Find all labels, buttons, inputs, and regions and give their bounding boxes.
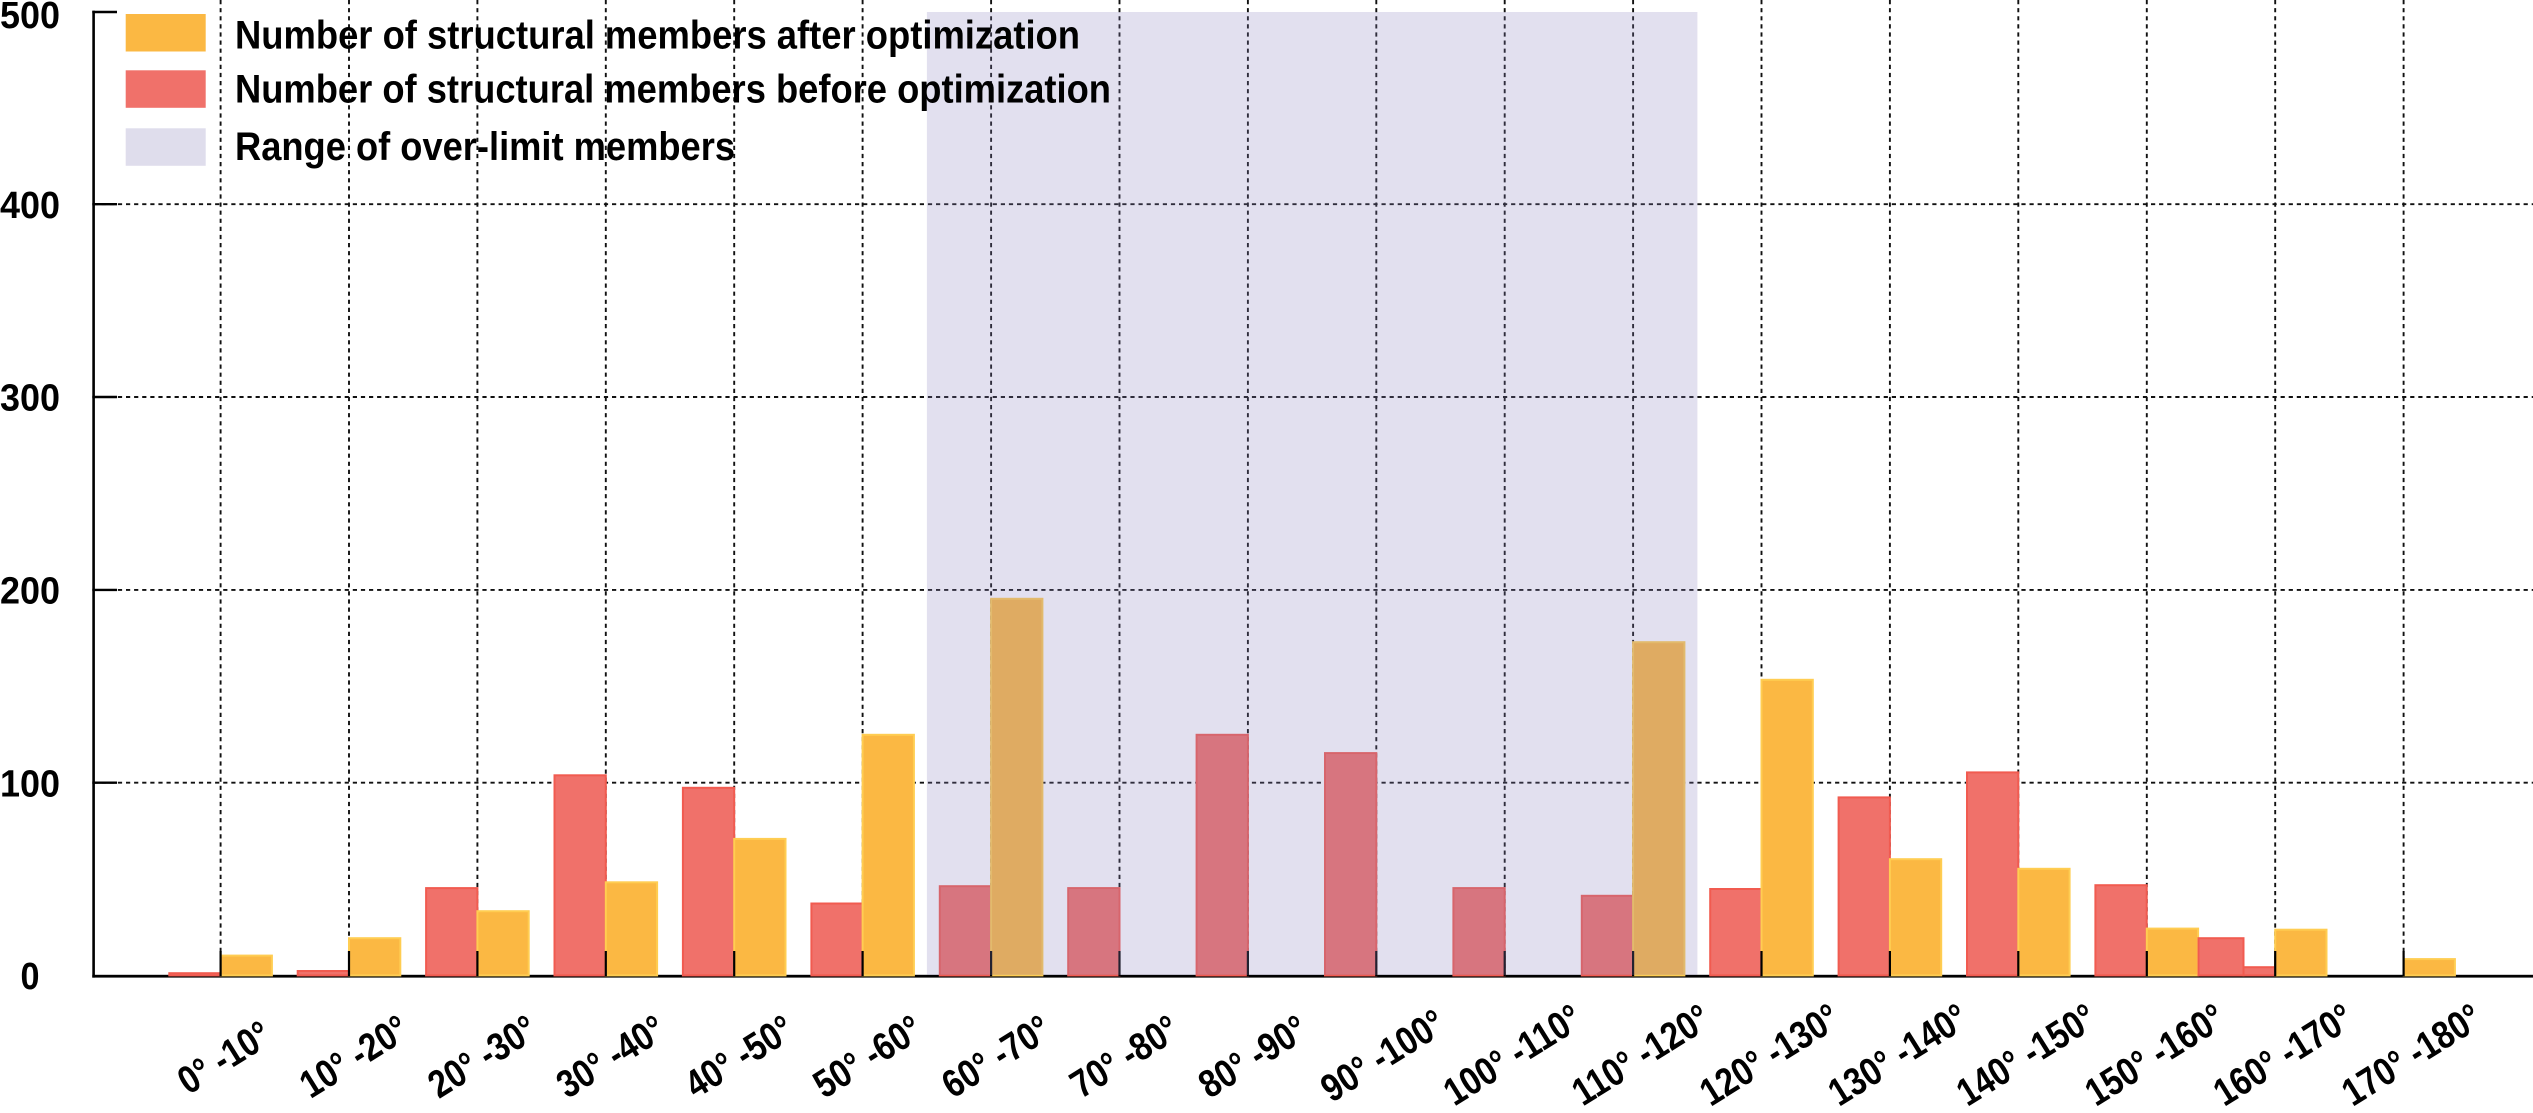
svg-text:100: 100: [0, 763, 60, 805]
svg-text:500: 500: [0, 0, 60, 37]
svg-text:Number of structural members a: Number of structural members after optim…: [235, 14, 1080, 58]
svg-text:Range of over-limit members: Range of over-limit members: [235, 125, 735, 169]
svg-text:400: 400: [0, 185, 60, 227]
svg-text:0: 0: [21, 956, 40, 998]
svg-text:Number of structural members b: Number of structural members before opti…: [235, 68, 1111, 112]
svg-text:300: 300: [0, 378, 60, 420]
svg-text:200: 200: [0, 571, 60, 613]
